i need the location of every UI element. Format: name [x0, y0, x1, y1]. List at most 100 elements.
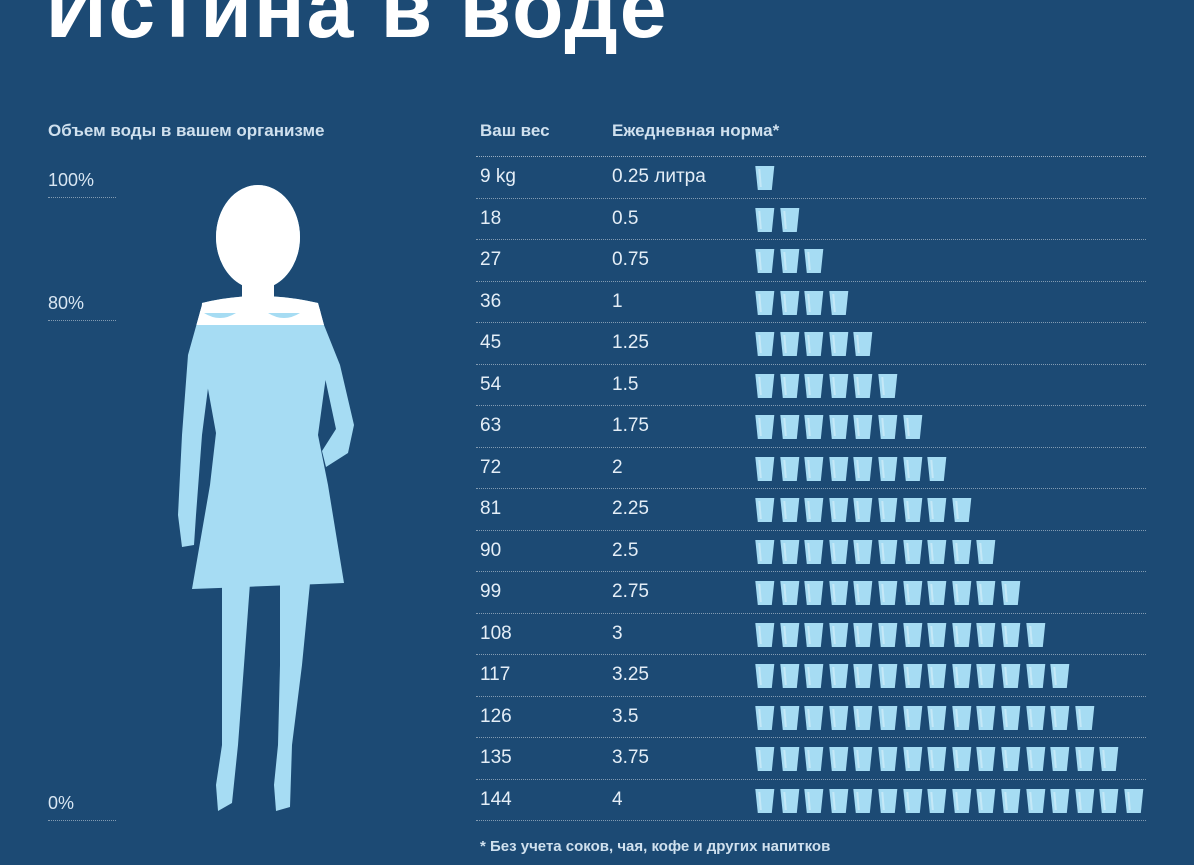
water-glass-icon: [1001, 622, 1021, 647]
weight-cell: 45: [480, 332, 502, 353]
weight-cell: 117: [480, 664, 511, 685]
water-glass-icon: [829, 332, 849, 356]
table-row: 9 kg 0.25 литра: [476, 157, 1146, 199]
water-glass-icon: [853, 705, 873, 730]
water-glass-icon: [755, 539, 775, 564]
water-glass-icon: [779, 456, 799, 481]
water-glass-icon: [829, 664, 849, 688]
water-glass-icon: [853, 664, 873, 688]
water-glass-icon: [976, 705, 996, 730]
water-glass-icon: [952, 788, 972, 813]
norm-cell: 4: [612, 788, 623, 810]
water-glass-icon: [1001, 664, 1021, 688]
water-glass-icon: [878, 747, 898, 771]
water-glass-icon: [1001, 581, 1021, 605]
water-glass-icon: [927, 539, 947, 564]
glass-count: [753, 248, 827, 274]
water-glass-icon: [755, 290, 775, 315]
water-glass-icon: [829, 581, 849, 605]
water-glass-icon: [755, 207, 775, 232]
water-glass-icon: [1025, 747, 1045, 771]
water-glass-icon: [902, 622, 922, 647]
water-glass-icon: [1050, 664, 1070, 688]
table-row: 117 3.25: [476, 655, 1146, 697]
table-row: 135 3.75: [476, 738, 1146, 780]
table-row: 108 3: [476, 614, 1146, 655]
water-glass-icon: [804, 290, 824, 315]
water-glass-icon: [952, 539, 972, 564]
table-row: 126 3.5: [476, 697, 1146, 738]
water-glass-icon: [755, 622, 775, 647]
glass-count: [753, 331, 876, 357]
water-glass-icon: [853, 498, 873, 522]
water-glass-icon: [853, 539, 873, 564]
water-glass-icon: [1099, 747, 1119, 771]
glass-count: [753, 788, 1147, 814]
water-glass-icon: [804, 415, 824, 439]
norm-cell: 0.25 литра: [612, 166, 706, 187]
water-glass-icon: [927, 456, 947, 481]
water-glass-icon: [779, 373, 799, 398]
water-glass-icon: [1124, 788, 1144, 813]
weight-cell: 90: [480, 539, 502, 561]
glass-count: [753, 580, 1024, 606]
water-glass-icon: [976, 664, 996, 688]
weight-cell: 36: [480, 290, 502, 312]
weight-cell: 81: [480, 498, 502, 519]
norm-cell: 2: [612, 456, 623, 478]
water-glass-icon: [779, 498, 799, 522]
water-glass-icon: [1001, 747, 1021, 771]
water-glass-icon: [829, 705, 849, 730]
level-100-label: 100%: [48, 170, 116, 198]
water-glass-icon: [952, 498, 972, 522]
water-glass-icon: [952, 705, 972, 730]
water-glass-icon: [804, 664, 824, 688]
water-glass-icon: [804, 249, 824, 273]
water-glass-icon: [755, 166, 775, 190]
norm-cell: 1.25: [612, 332, 649, 353]
water-glass-icon: [755, 581, 775, 605]
water-glass-icon: [779, 581, 799, 605]
water-glass-icon: [804, 747, 824, 771]
water-glass-icon: [829, 539, 849, 564]
body-water-heading: Объем воды в вашем организме: [48, 121, 325, 140]
weight-cell: 18: [480, 207, 502, 229]
weight-cell: 72: [480, 456, 502, 478]
water-glass-icon: [779, 249, 799, 273]
glass-count: [753, 539, 999, 565]
table-row: 45 1.25: [476, 323, 1146, 365]
water-glass-icon: [927, 788, 947, 813]
water-glass-icon: [1050, 705, 1070, 730]
water-glass-icon: [779, 415, 799, 439]
water-glass-icon: [804, 705, 824, 730]
water-glass-icon: [804, 373, 824, 398]
glass-count: [753, 663, 1073, 689]
water-glass-icon: [878, 622, 898, 647]
water-glass-icon: [878, 664, 898, 688]
water-glass-icon: [853, 788, 873, 813]
water-glass-icon: [878, 705, 898, 730]
norm-cell: 1.75: [612, 415, 649, 436]
water-glass-icon: [804, 539, 824, 564]
glass-count: [753, 165, 778, 191]
water-glass-icon: [755, 249, 775, 273]
weight-cell: 63: [480, 415, 502, 436]
water-glass-icon: [779, 747, 799, 771]
glass-count: [753, 622, 1048, 648]
water-glass-icon: [779, 622, 799, 647]
water-glass-icon: [804, 498, 824, 522]
water-glass-icon: [755, 705, 775, 730]
table-row: 36 1: [476, 282, 1146, 323]
table-row: 54 1.5: [476, 365, 1146, 406]
water-glass-icon: [976, 581, 996, 605]
water-glass-icon: [976, 622, 996, 647]
water-glass-icon: [1075, 788, 1095, 813]
water-glass-icon: [902, 581, 922, 605]
table-row: 99 2.75: [476, 572, 1146, 614]
water-glass-icon: [902, 415, 922, 439]
table-top-divider: [476, 156, 1146, 157]
glass-count: [753, 456, 950, 482]
water-glass-icon: [1025, 622, 1045, 647]
water-glass-icon: [779, 207, 799, 232]
water-glass-icon: [853, 373, 873, 398]
